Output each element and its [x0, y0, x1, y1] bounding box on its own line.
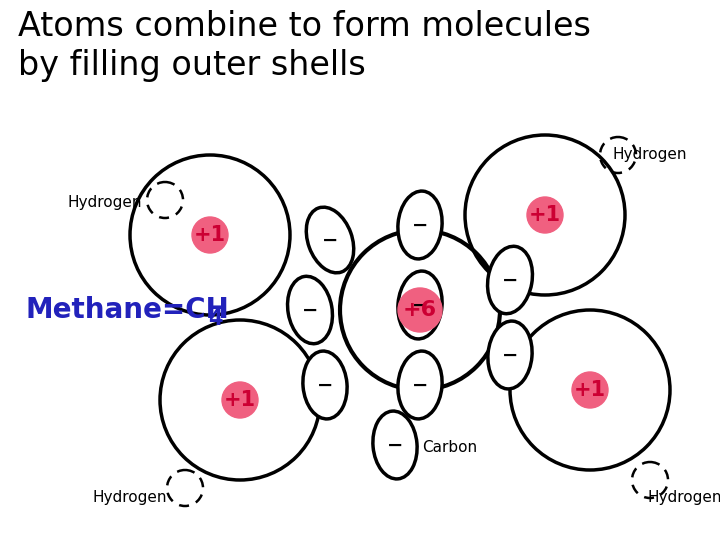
Ellipse shape — [373, 411, 417, 479]
Ellipse shape — [487, 246, 533, 314]
Text: +1: +1 — [574, 380, 606, 400]
Text: −: − — [317, 375, 333, 395]
Ellipse shape — [398, 271, 442, 339]
Ellipse shape — [398, 351, 442, 419]
Text: −: − — [412, 375, 428, 395]
Circle shape — [222, 382, 258, 418]
Text: −: − — [502, 346, 518, 365]
Text: +1: +1 — [194, 225, 226, 245]
Circle shape — [192, 217, 228, 253]
Text: −: − — [412, 215, 428, 234]
Ellipse shape — [306, 207, 354, 273]
Ellipse shape — [287, 276, 333, 343]
Text: −: − — [412, 295, 428, 314]
Text: 4: 4 — [208, 309, 222, 329]
Circle shape — [572, 372, 608, 408]
Circle shape — [527, 197, 563, 233]
Text: +6: +6 — [403, 300, 437, 320]
Text: −: − — [387, 435, 403, 455]
Ellipse shape — [398, 191, 442, 259]
Text: −: − — [322, 231, 338, 249]
Text: Hydrogen: Hydrogen — [648, 490, 720, 505]
Ellipse shape — [488, 321, 532, 389]
Text: Atoms combine to form molecules
by filling outer shells: Atoms combine to form molecules by filli… — [18, 10, 591, 83]
Text: −: − — [502, 271, 518, 289]
Ellipse shape — [303, 351, 347, 419]
Text: Methane=CH: Methane=CH — [25, 296, 229, 324]
Circle shape — [398, 288, 442, 332]
Text: Hydrogen: Hydrogen — [68, 195, 143, 210]
Text: +1: +1 — [529, 205, 561, 225]
Text: +1: +1 — [224, 390, 256, 410]
Text: Hydrogen: Hydrogen — [93, 490, 167, 505]
Text: Carbon: Carbon — [423, 441, 477, 456]
Text: Hydrogen: Hydrogen — [613, 147, 688, 162]
Text: −: − — [302, 300, 318, 320]
